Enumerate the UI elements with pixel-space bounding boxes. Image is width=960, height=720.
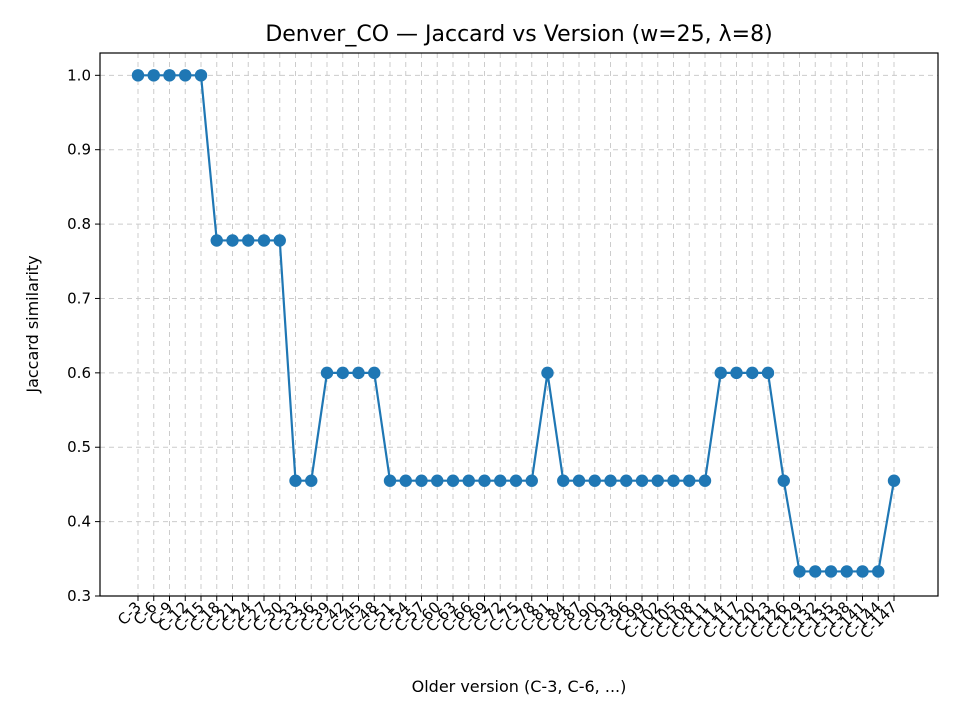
data-point <box>651 474 664 487</box>
data-point <box>415 474 428 487</box>
data-point <box>683 474 696 487</box>
data-point <box>509 474 523 487</box>
data-point <box>273 234 286 247</box>
data-point <box>320 366 334 380</box>
data-point <box>604 474 617 487</box>
data-point <box>824 565 838 578</box>
data-point <box>383 474 397 487</box>
data-point <box>730 366 743 380</box>
x-axis-label: Older version (C-3, C-6, ...) <box>412 677 627 696</box>
plot-frame <box>99 52 939 597</box>
data-point <box>226 234 239 247</box>
data-point <box>494 474 507 487</box>
y-axis-label: Jaccard similarity <box>23 255 42 393</box>
data-point <box>446 474 460 487</box>
data-point <box>336 366 349 380</box>
data-point <box>289 474 302 487</box>
data-point <box>840 565 853 578</box>
data-point <box>257 234 271 247</box>
data-point <box>179 69 192 82</box>
y-tick-label: 0.3 <box>67 587 91 605</box>
series-layer <box>131 69 901 578</box>
data-point <box>541 366 554 380</box>
y-tick-label: 0.5 <box>67 438 91 456</box>
data-point <box>635 474 649 487</box>
data-point <box>210 234 223 247</box>
data-point <box>714 366 727 380</box>
y-tick-label: 0.4 <box>67 513 91 531</box>
grid-layer <box>100 53 938 597</box>
data-point <box>887 474 901 487</box>
y-tick-label: 0.6 <box>67 364 91 382</box>
data-point <box>746 366 759 380</box>
chart-title: Denver_CO — Jaccard vs Version (w=25, λ=… <box>265 22 772 47</box>
data-point <box>194 69 208 82</box>
data-point <box>368 366 381 380</box>
data-point <box>872 565 885 578</box>
x-axis: C-3C-6C-9C-12C-15C-18C-21C-24C-27C-30C-3… <box>114 596 901 642</box>
data-point <box>431 474 444 487</box>
data-point <box>667 474 680 487</box>
y-tick-label: 0.7 <box>67 289 91 307</box>
data-point <box>399 474 412 487</box>
data-point <box>572 474 586 487</box>
y-tick-label: 0.9 <box>67 141 91 159</box>
data-point <box>856 565 869 578</box>
y-axis: 0.3 0.4 0.5 0.6 0.7 0.8 0.9 1.0 <box>67 66 100 605</box>
data-point <box>793 565 806 578</box>
data-point <box>352 366 365 380</box>
data-point <box>305 474 318 487</box>
data-point <box>478 474 491 487</box>
data-point <box>557 474 570 487</box>
data-point <box>242 234 255 247</box>
data-point <box>761 366 775 380</box>
data-point <box>809 565 822 578</box>
data-point <box>588 474 601 487</box>
data-point <box>462 474 475 487</box>
y-tick-label: 1.0 <box>67 66 91 84</box>
data-point <box>147 69 160 82</box>
y-tick-label: 0.8 <box>67 215 91 233</box>
data-point <box>525 474 538 487</box>
data-point <box>163 69 176 82</box>
data-point <box>131 69 145 82</box>
data-point <box>620 474 633 487</box>
data-point <box>777 474 790 487</box>
data-point <box>698 474 712 487</box>
